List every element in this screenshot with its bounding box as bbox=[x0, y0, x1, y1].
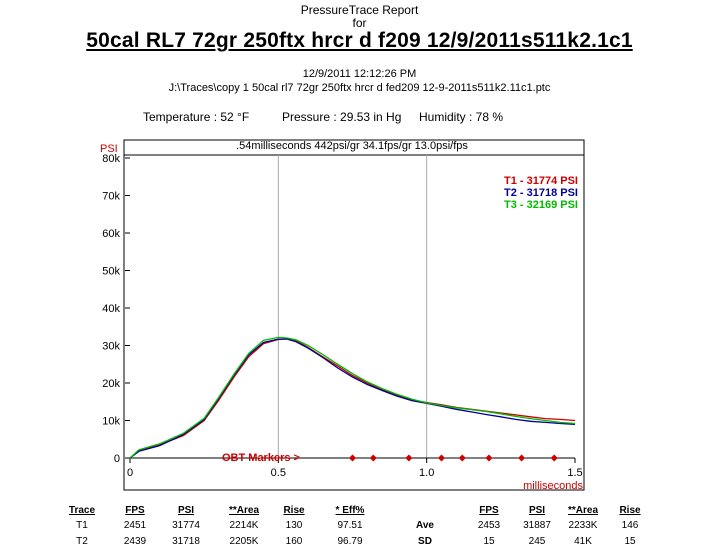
temperature-label: Temperature : 52 °F bbox=[143, 110, 250, 124]
pressure-label: Pressure : 29.53 in Hg bbox=[282, 110, 402, 124]
report-heading-line-1: PressureTrace Report bbox=[300, 3, 419, 17]
chart-summary: .54milliseconds 442psi/gr 34.1fps/gr 13.… bbox=[236, 140, 468, 152]
results-cell: 2205K bbox=[229, 536, 259, 547]
y-tick-label: 30k bbox=[102, 341, 120, 353]
stats-row-label: Ave bbox=[416, 520, 434, 531]
obt-marker bbox=[438, 454, 445, 462]
results-header: Rise bbox=[283, 505, 305, 516]
y-tick-label: 70k bbox=[102, 191, 120, 203]
stats-cell: 2233K bbox=[568, 520, 598, 531]
x-tick-label: 0.5 bbox=[271, 467, 286, 479]
stats-cell: 15 bbox=[483, 536, 495, 547]
legend-entry-t3: T3 - 32169 PSI bbox=[504, 199, 578, 211]
results-header: PSI bbox=[177, 505, 195, 516]
legend-entry-t1: T1 - 31774 PSI bbox=[504, 175, 578, 187]
y-tick-label: 20k bbox=[102, 378, 120, 390]
results-cell: 130 bbox=[285, 520, 303, 531]
stats-cell: 146 bbox=[621, 520, 639, 531]
y-tick-label: 80k bbox=[102, 153, 120, 165]
stats-cell: 41K bbox=[574, 536, 592, 547]
stats-cell: 2453 bbox=[477, 520, 501, 531]
humidity-label: Humidity : 78 % bbox=[419, 110, 504, 124]
stats-header: **Area bbox=[567, 505, 599, 516]
series-line-t3 bbox=[129, 336, 576, 459]
report-title: 50cal RL7 72gr 250ftx hrcr d f209 12/9/2… bbox=[86, 29, 633, 52]
results-cell: 31774 bbox=[172, 520, 200, 531]
results-header: **Area bbox=[228, 505, 260, 516]
y-tick-label: 40k bbox=[102, 303, 120, 315]
series-line-t2 bbox=[129, 338, 576, 459]
y-axis-label: PSI bbox=[100, 143, 118, 155]
x-tick-label: 0 bbox=[127, 467, 133, 479]
y-tick-label: 0 bbox=[114, 453, 120, 465]
legend-entry-t2: T2 - 31718 PSI bbox=[504, 187, 578, 199]
stats-cell: 245 bbox=[528, 536, 546, 547]
report-filepath: J:\Traces\copy 1 50cal rl7 72gr 250ftx h… bbox=[168, 82, 551, 94]
pressure-chart: 0 10k 20k 30k 40k 50k 60k 70k 80k 0 0.5 1.0 1.5 T1 … bbox=[100, 139, 585, 492]
results-cell: T2 bbox=[76, 536, 88, 547]
stats-header: Rise bbox=[619, 505, 641, 516]
obt-marker bbox=[458, 454, 466, 462]
obt-marker bbox=[550, 454, 558, 462]
y-tick-label: 10k bbox=[102, 416, 120, 428]
x-tick-label: 1.5 bbox=[567, 467, 582, 479]
obt-marker bbox=[405, 454, 413, 462]
x-tick-label: 1.0 bbox=[419, 467, 434, 479]
y-tick-label: 60k bbox=[102, 228, 120, 240]
results-cell: 2451 bbox=[123, 520, 147, 531]
results-cell: 96.79 bbox=[337, 536, 363, 547]
obt-markers-label: OBT Markers > bbox=[222, 452, 300, 464]
results-cell: 31718 bbox=[172, 536, 200, 547]
obt-marker bbox=[485, 454, 493, 462]
results-cell: T1 bbox=[76, 520, 88, 531]
stats-header: PSI bbox=[528, 505, 546, 516]
results-header: * Eff% bbox=[335, 505, 365, 516]
results-header: FPS bbox=[125, 505, 145, 516]
series-line-t1 bbox=[129, 338, 576, 459]
results-cell: 2214K bbox=[229, 520, 259, 531]
results-cell: 97.51 bbox=[337, 520, 363, 531]
stats-cell: 15 bbox=[624, 536, 636, 547]
report-datetime: 12/9/2011 12:12:26 PM bbox=[302, 68, 417, 80]
chart-frame bbox=[123, 139, 585, 491]
stats-row-label: SD bbox=[418, 536, 432, 547]
y-tick-label: 50k bbox=[102, 266, 120, 278]
report-heading-line-2: for bbox=[352, 16, 367, 30]
obt-marker bbox=[369, 454, 377, 462]
results-cell: 2439 bbox=[123, 536, 147, 547]
results-header: Trace bbox=[68, 505, 96, 516]
x-axis-label: milliseconds bbox=[523, 480, 583, 492]
stats-cell: 31887 bbox=[523, 520, 551, 531]
obt-marker bbox=[518, 454, 526, 462]
stats-header: FPS bbox=[479, 505, 499, 516]
obt-marker bbox=[349, 454, 356, 462]
results-cell: 160 bbox=[285, 536, 303, 547]
